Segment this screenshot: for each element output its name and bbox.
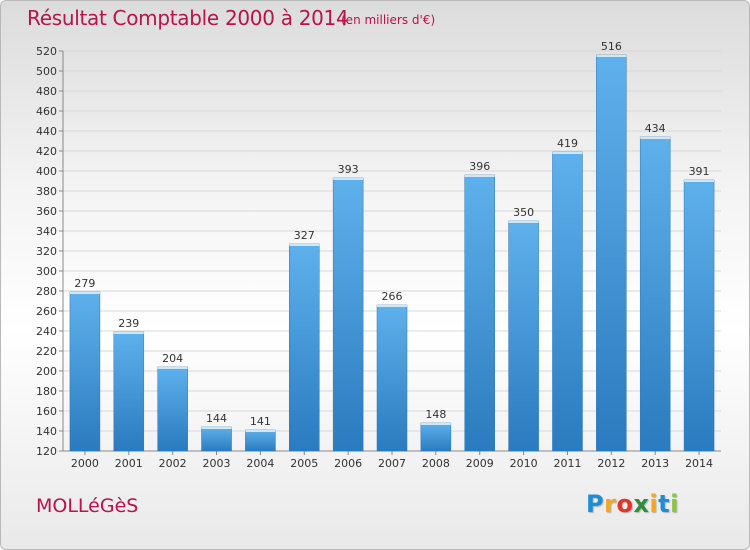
x-tick-label: 2003 [203, 457, 231, 470]
x-tick-label: 2013 [641, 457, 669, 470]
bar-2012 [596, 54, 627, 452]
y-tick-label: 260 [36, 305, 57, 318]
x-tick-label: 2004 [246, 457, 274, 470]
bar-2001 [113, 331, 145, 452]
logo-letter: r [604, 490, 617, 518]
bar-2003 [201, 426, 232, 452]
data-label: 144 [206, 412, 227, 425]
data-label: 393 [338, 163, 359, 176]
y-tick-label: 120 [36, 445, 57, 458]
data-labels: 279 239 204 144 141 327 393 266 148 396 350 419 516 4… [74, 40, 709, 428]
bar-2011 [552, 151, 583, 452]
bar-highlight [640, 137, 671, 139]
data-label: 434 [645, 122, 666, 135]
x-tick-label: 2005 [290, 457, 318, 470]
bar-2002 [157, 366, 188, 452]
bars [69, 54, 715, 452]
x-tick-label: 2007 [378, 457, 406, 470]
x-tick-label: 2012 [597, 457, 625, 470]
bar-highlight [333, 178, 364, 180]
data-label: 350 [513, 206, 534, 219]
bar-highlight [201, 427, 232, 429]
bar-2000 [69, 291, 101, 452]
x-tick-label: 2014 [685, 457, 713, 470]
x-tick-label: 2011 [553, 457, 581, 470]
y-tick-label: 140 [36, 425, 57, 438]
bar-2004 [245, 429, 276, 452]
bar-highlight [113, 332, 144, 334]
bar-highlight [377, 305, 407, 307]
x-tick-label: 2002 [159, 457, 187, 470]
y-tick-label: 400 [36, 165, 57, 178]
y-tick-label: 160 [36, 405, 57, 418]
x-tick-label: 2006 [334, 457, 362, 470]
logo-letter: t [658, 490, 671, 518]
y-tick-label: 420 [36, 145, 57, 158]
bar-highlight [596, 55, 627, 57]
x-tick-label: 2010 [510, 457, 538, 470]
y-tick-label: 480 [36, 85, 57, 98]
data-label: 516 [601, 40, 622, 53]
y-tick-label: 520 [36, 45, 57, 58]
logo-letter: P [586, 490, 605, 518]
bar-highlight [508, 221, 539, 223]
bar-highlight [552, 152, 583, 154]
data-label: 266 [382, 290, 403, 303]
logo-letter: i [649, 490, 659, 518]
y-tick-label: 200 [36, 365, 57, 378]
y-tick-label: 280 [36, 285, 57, 298]
chart-title: Résultat Comptable 2000 à 2014 [27, 6, 349, 30]
y-tick-label: 240 [36, 325, 57, 338]
data-label: 419 [557, 137, 578, 150]
bar-highlight [684, 180, 715, 182]
y-tick-label: 500 [36, 65, 57, 78]
x-tick-label: 2000 [71, 457, 99, 470]
x-tick-label: 2001 [115, 457, 143, 470]
y-tick-label: 320 [36, 245, 57, 258]
y-tick-label: 340 [36, 225, 57, 238]
logo-letter: i [670, 490, 679, 518]
logo-letter: x [633, 490, 650, 518]
y-tick-label: 460 [36, 105, 57, 118]
y-tick-label: 360 [36, 205, 57, 218]
bar-2014 [683, 179, 715, 452]
x-tick-label: 2009 [466, 457, 494, 470]
bar-2007 [376, 304, 408, 452]
data-label: 396 [469, 160, 490, 173]
bar-2013 [639, 136, 671, 452]
chart-subtitle: (en milliers d'€) [341, 13, 436, 27]
data-label: 204 [162, 352, 183, 365]
y-tick-label: 300 [36, 265, 57, 278]
data-label: 279 [74, 277, 95, 290]
y-tick-label: 440 [36, 125, 57, 138]
y-tick-label: 180 [36, 385, 57, 398]
town-name: MOLLéGèS [36, 495, 139, 517]
y-tick-label: 220 [36, 345, 57, 358]
bar-highlight [69, 292, 100, 294]
bar-2008 [420, 422, 452, 452]
y-tick-label: 380 [36, 185, 57, 198]
bar-2006 [332, 177, 364, 452]
bar-2005 [289, 243, 320, 452]
bar-highlight [157, 367, 188, 369]
bar-highlight [289, 244, 320, 246]
x-tick-label: 2008 [422, 457, 450, 470]
bar-highlight [464, 175, 495, 177]
data-label: 327 [294, 229, 315, 242]
data-label: 148 [425, 408, 446, 421]
data-label: 391 [689, 165, 710, 178]
data-label: 141 [250, 415, 271, 428]
bar-2010 [508, 220, 539, 452]
bar-highlight [245, 430, 276, 432]
bar-2009 [464, 174, 495, 452]
logo-letter: o [616, 490, 634, 518]
data-label: 239 [118, 317, 139, 330]
bar-highlight [420, 423, 451, 425]
